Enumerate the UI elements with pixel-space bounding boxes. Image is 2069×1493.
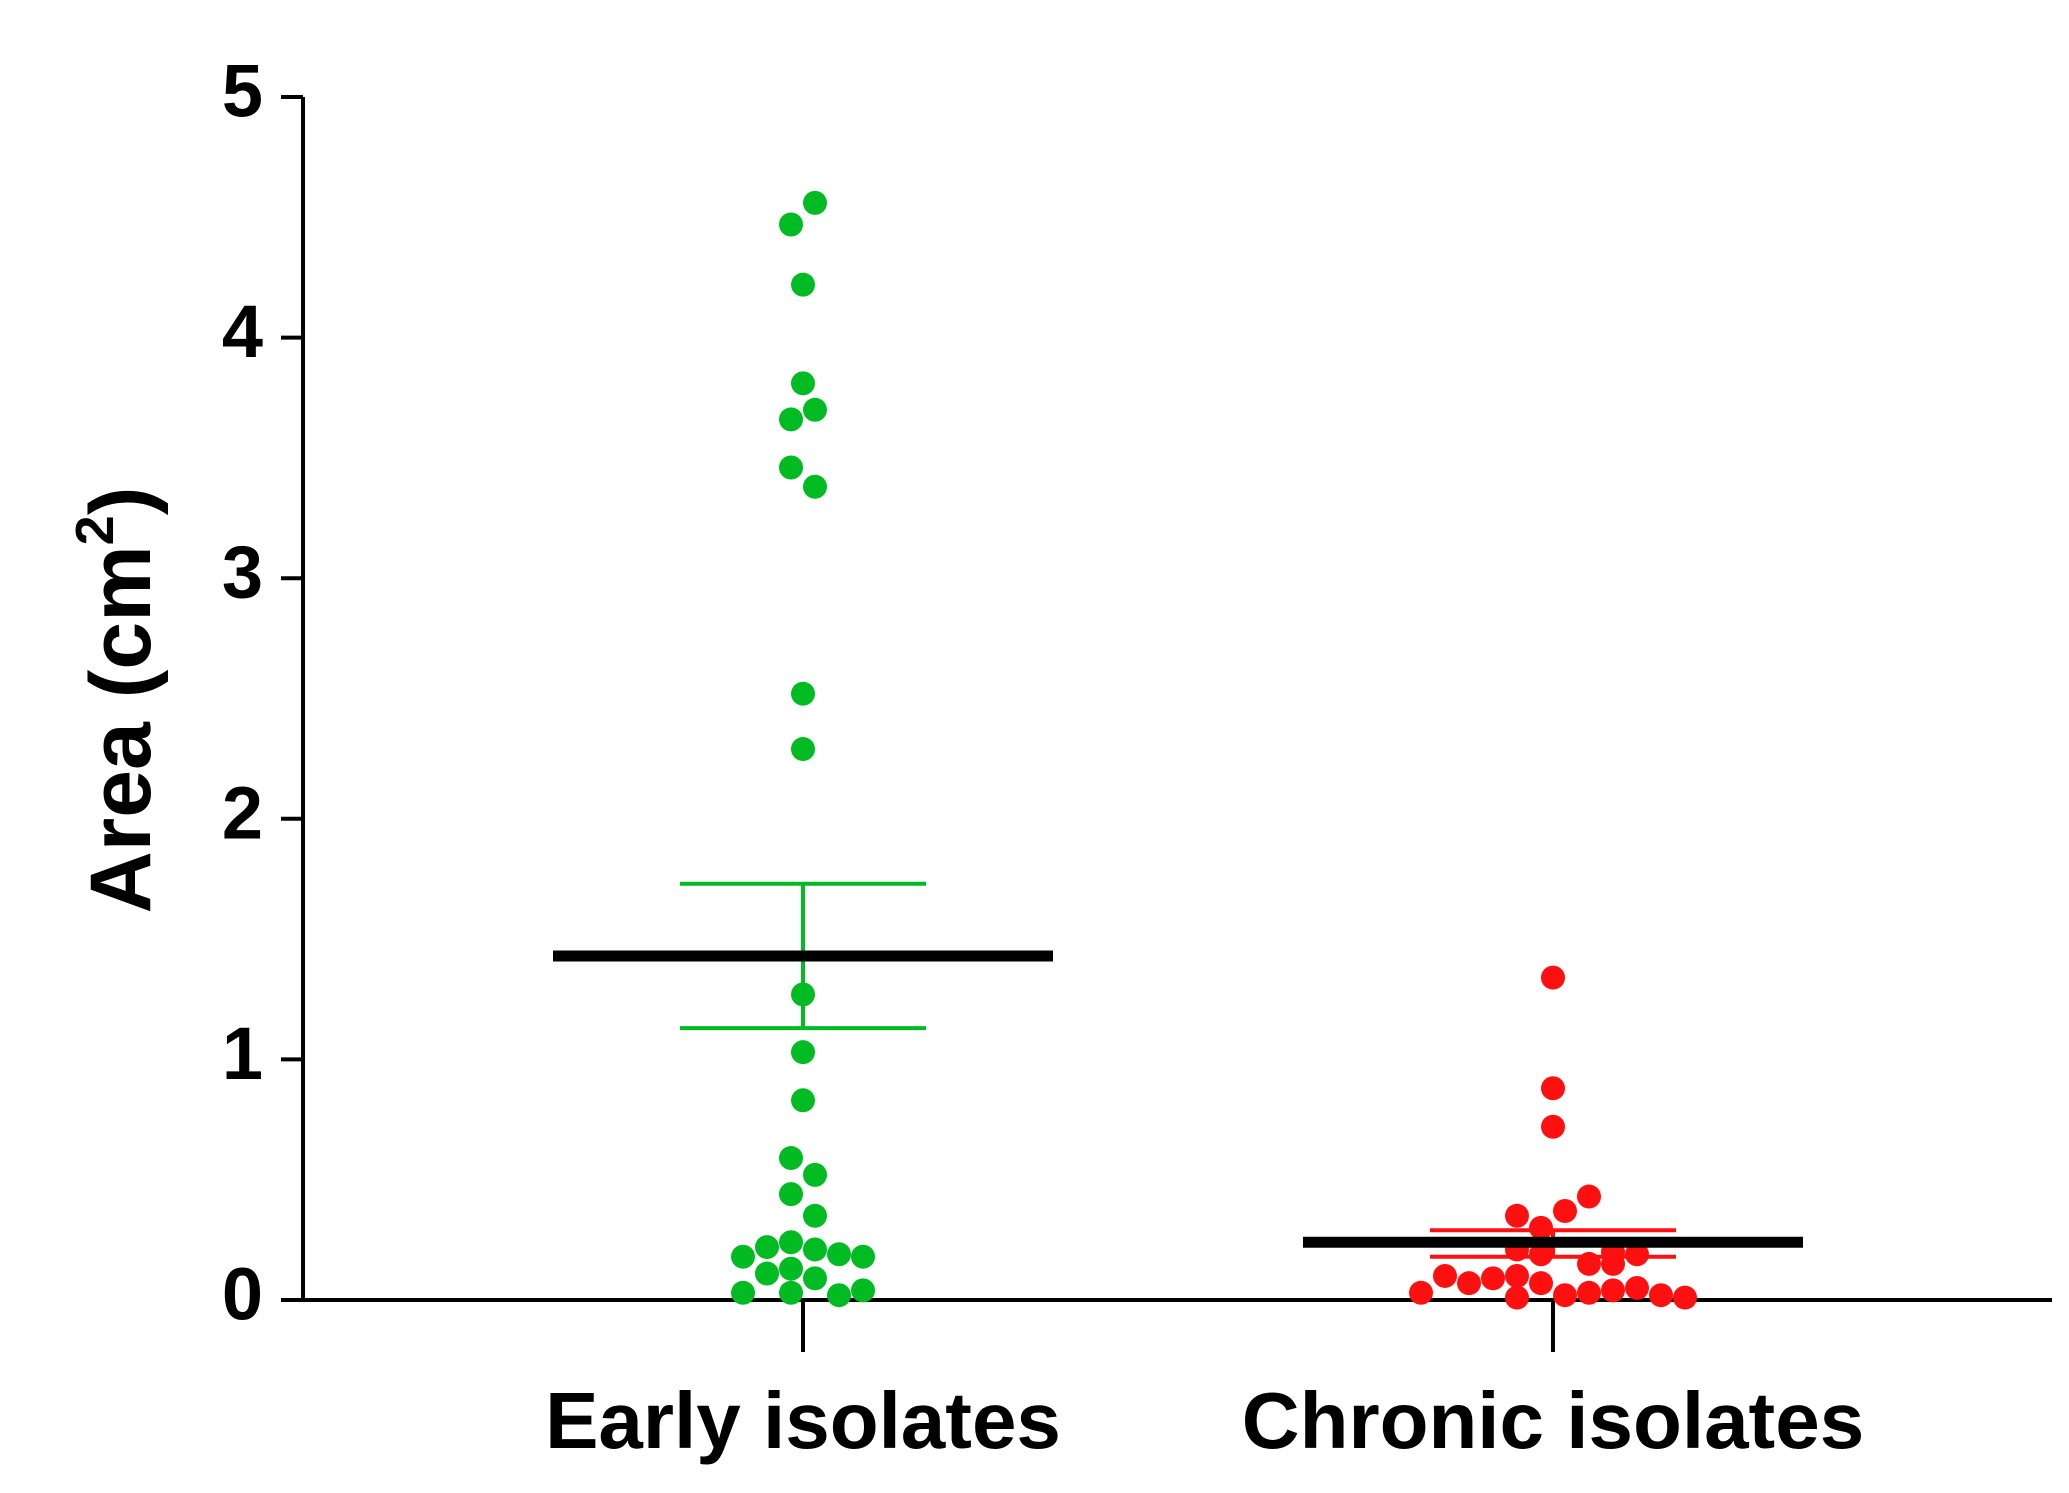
data-point: [779, 1182, 803, 1207]
y-axis-title-prefix: Area (cm: [73, 545, 169, 913]
data-point: [779, 1146, 803, 1171]
data-point: [1649, 1283, 1673, 1308]
y-tick-label: 0: [222, 1253, 263, 1336]
data-point: [1409, 1280, 1433, 1305]
y-tick-label: 4: [222, 290, 263, 373]
data-point: [803, 1203, 827, 1228]
data-point: [1601, 1278, 1625, 1303]
y-axis-title-suffix: ): [73, 487, 169, 516]
data-point: [1673, 1285, 1697, 1310]
data-point: [803, 474, 827, 499]
data-points: [731, 190, 1697, 1310]
y-tick-label: 5: [222, 50, 263, 133]
x-ticks: Early isolates Chronic isolates: [545, 1300, 1864, 1465]
data-point: [1577, 1184, 1601, 1209]
data-point: [803, 1237, 827, 1262]
data-point: [1481, 1266, 1505, 1291]
x-category-label: Chronic isolates: [1242, 1376, 1864, 1465]
data-point: [779, 1256, 803, 1281]
data-point: [827, 1283, 851, 1308]
data-point: [755, 1235, 779, 1260]
data-point: [851, 1244, 875, 1269]
y-axis-title-superscript: 2: [65, 515, 125, 545]
data-point: [731, 1244, 755, 1269]
data-point: [803, 190, 827, 215]
data-point: [779, 212, 803, 237]
data-point: [779, 407, 803, 432]
data-point: [791, 1088, 815, 1113]
data-point: [1553, 1198, 1577, 1223]
data-point: [803, 1266, 827, 1291]
data-point: [1625, 1242, 1649, 1267]
x-axis: Early isolates Chronic isolates: [303, 1298, 2052, 1465]
data-point: [779, 1230, 803, 1255]
data-point: [1541, 965, 1565, 990]
data-point: [791, 737, 815, 762]
data-point: [1541, 1114, 1565, 1139]
data-point: [803, 397, 827, 422]
y-axis-title: Area (cm2): [65, 487, 168, 914]
y-tick-label: 3: [222, 531, 263, 614]
data-point: [755, 1261, 779, 1286]
data-point: [731, 1280, 755, 1305]
data-point: [791, 1040, 815, 1065]
data-point: [1577, 1280, 1601, 1305]
data-point: [1457, 1271, 1481, 1296]
data-point: [1529, 1242, 1553, 1267]
y-axis: 0 1 2 3 4 5: [222, 50, 305, 1336]
data-point: [791, 681, 815, 706]
data-point: [827, 1242, 851, 1267]
data-point: [1505, 1285, 1529, 1310]
y-tick-label: 2: [222, 771, 263, 854]
data-point: [1625, 1275, 1649, 1300]
y-ticks: 0 1 2 3 4 5: [222, 50, 303, 1336]
data-point: [779, 455, 803, 480]
data-point: [791, 371, 815, 396]
data-point: [803, 1162, 827, 1187]
data-point: [1505, 1203, 1529, 1228]
summary-bars: [553, 881, 1803, 1259]
data-point: [1529, 1271, 1553, 1296]
data-point: [1529, 1215, 1553, 1240]
data-point: [851, 1278, 875, 1303]
data-point: [779, 1280, 803, 1305]
data-point: [1505, 1263, 1529, 1288]
x-category-label: Early isolates: [545, 1376, 1061, 1465]
data-point: [1553, 1283, 1577, 1308]
data-point: [1541, 1076, 1565, 1101]
data-point: [791, 272, 815, 297]
y-tick-label: 1: [222, 1012, 263, 1095]
data-point: [1433, 1263, 1457, 1288]
